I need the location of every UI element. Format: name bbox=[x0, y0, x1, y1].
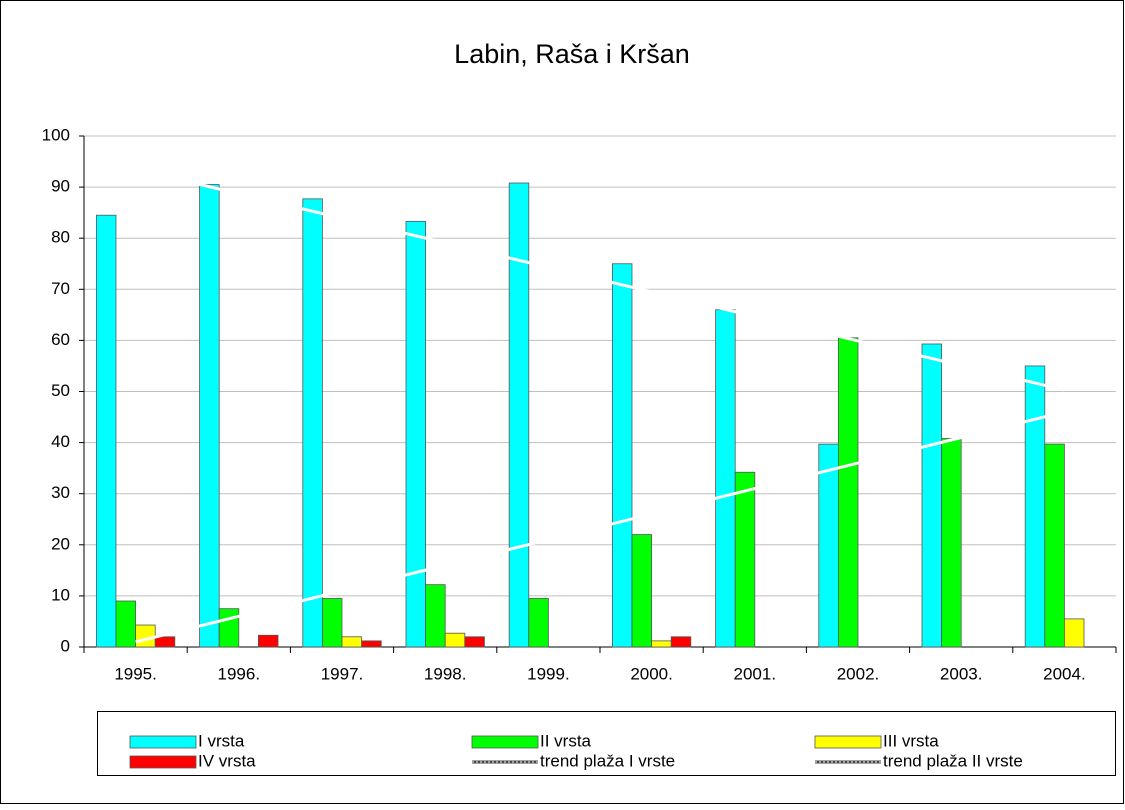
y-tick-label: 40 bbox=[51, 432, 70, 451]
bar bbox=[528, 598, 549, 648]
bar bbox=[651, 640, 672, 648]
legend-label: trend plaža I vrste bbox=[540, 751, 675, 770]
bar bbox=[321, 598, 343, 648]
bar bbox=[1064, 618, 1085, 648]
x-tick-label: 2004. bbox=[1043, 664, 1086, 683]
bar bbox=[1024, 365, 1046, 648]
legend-label: I vrsta bbox=[198, 731, 245, 750]
bar bbox=[361, 640, 382, 648]
x-tick-label: 1998. bbox=[424, 664, 467, 683]
trend-line bbox=[135, 410, 1065, 644]
bar bbox=[464, 636, 485, 648]
bar bbox=[218, 608, 240, 648]
y-tick-label: 80 bbox=[51, 228, 70, 247]
bar bbox=[199, 184, 220, 648]
x-tick-label: 2001. bbox=[734, 664, 777, 683]
x-tick-label: 1996. bbox=[218, 664, 261, 683]
x-tick-label: 1997. bbox=[321, 664, 364, 683]
y-tick-label: 10 bbox=[51, 585, 70, 604]
bar bbox=[941, 438, 962, 648]
bar bbox=[135, 624, 156, 648]
legend-swatch bbox=[129, 735, 197, 749]
bar bbox=[341, 636, 363, 648]
bar bbox=[302, 198, 323, 648]
bar bbox=[154, 636, 176, 648]
y-tick-label: 90 bbox=[51, 177, 70, 196]
y-tick-label: 50 bbox=[51, 381, 70, 400]
y-tick-label: 60 bbox=[51, 330, 70, 349]
bar bbox=[611, 263, 633, 648]
y-tick-label: 100 bbox=[42, 125, 70, 144]
chart-title: Labin, Raša i Kršan bbox=[454, 39, 690, 69]
bar bbox=[405, 220, 426, 648]
bar bbox=[258, 634, 279, 648]
x-tick-label: 2002. bbox=[837, 664, 880, 683]
legend-swatch bbox=[471, 735, 539, 749]
legend-label: trend plaža II vrste bbox=[883, 751, 1023, 770]
legend-swatch bbox=[129, 755, 197, 769]
bar bbox=[1044, 443, 1065, 648]
trend-line bbox=[135, 167, 1065, 392]
legend-label: II vrsta bbox=[540, 731, 592, 750]
x-tick-label: 2003. bbox=[940, 664, 983, 683]
bar bbox=[818, 443, 839, 648]
legend-label: IV vrsta bbox=[198, 751, 256, 770]
bar bbox=[508, 182, 530, 648]
x-tick-label: 1995. bbox=[114, 664, 157, 683]
bar bbox=[425, 584, 446, 648]
y-tick-label: 0 bbox=[61, 636, 70, 655]
bar bbox=[837, 337, 859, 648]
bar bbox=[715, 309, 736, 648]
x-tick-label: 1999. bbox=[527, 664, 570, 683]
y-tick-label: 30 bbox=[51, 483, 70, 502]
y-tick-label: 70 bbox=[51, 279, 70, 298]
x-tick-label: 2000. bbox=[630, 664, 673, 683]
legend-box bbox=[97, 711, 1116, 776]
bar bbox=[670, 636, 692, 648]
y-tick-label: 20 bbox=[51, 534, 70, 553]
bar bbox=[95, 214, 117, 648]
bar bbox=[921, 343, 942, 648]
bar bbox=[115, 600, 136, 648]
bar bbox=[631, 534, 653, 648]
legend-swatch bbox=[814, 735, 882, 749]
legend-label: III vrsta bbox=[883, 731, 939, 750]
bar bbox=[734, 471, 756, 648]
bar bbox=[444, 632, 466, 648]
